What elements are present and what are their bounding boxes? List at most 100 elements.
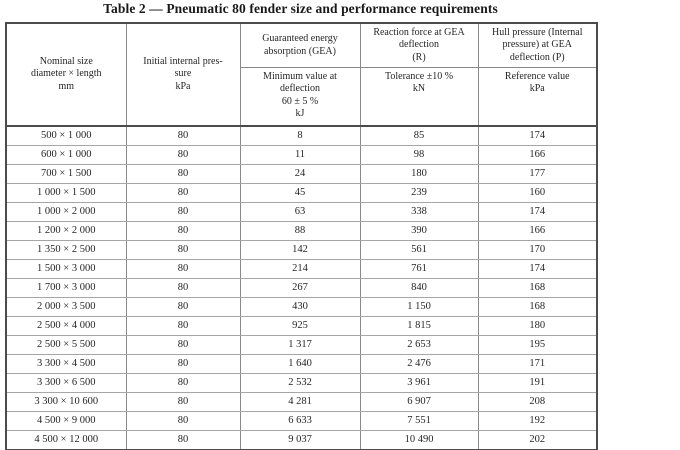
table-cell: 4 500 × 12 000	[5, 430, 127, 450]
table-header: Nominal size diameter × length mm Initia…	[5, 22, 598, 127]
table-cell: 191	[477, 373, 598, 393]
table-cell: 168	[477, 278, 598, 298]
table-body: 500 × 1 000 80 8 85 174 600 × 1 000 80 11 98 166 7…	[5, 125, 598, 450]
table-cell: 80	[125, 164, 241, 184]
table-cell: 3 300 × 10 600	[5, 392, 127, 412]
table-cell: 925	[239, 316, 361, 336]
table-cell: 1 317	[239, 335, 361, 355]
table-cell: 160	[477, 183, 598, 203]
table-row: 2 500 × 4 000 80 925 1 815 180	[5, 316, 598, 336]
table-cell: 338	[359, 202, 479, 222]
table-row: 4 500 × 9 000 80 6 633 7 551 192	[5, 411, 598, 431]
table-row: 1 200 × 2 000 80 88 390 166	[5, 221, 598, 241]
table-cell: 1 000 × 1 500	[5, 183, 127, 203]
table-cell: 561	[359, 240, 479, 260]
header-gea-subheader: Minimum value at deflection 60 ± 5 % kJ	[239, 67, 361, 127]
table-cell: 4 500 × 9 000	[5, 411, 127, 431]
table-cell: 166	[477, 145, 598, 165]
table-cell: 80	[125, 202, 241, 222]
table-cell: 8	[239, 125, 361, 146]
table-cell: 2 500 × 4 000	[5, 316, 127, 336]
table-row: 3 300 × 6 500 80 2 532 3 961 191	[5, 373, 598, 393]
table-cell: 80	[125, 430, 241, 450]
table-cell: 80	[125, 259, 241, 279]
table-cell: 88	[239, 221, 361, 241]
table-cell: 7 551	[359, 411, 479, 431]
table-cell: 214	[239, 259, 361, 279]
table-row: 3 300 × 4 500 80 1 640 2 476 171	[5, 354, 598, 374]
table-cell: 6 633	[239, 411, 361, 431]
table-cell: 174	[477, 259, 598, 279]
table-cell: 3 961	[359, 373, 479, 393]
table-row: 700 × 1 500 80 24 180 177	[5, 164, 598, 184]
table-cell: 1 150	[359, 297, 479, 317]
table-cell: 840	[359, 278, 479, 298]
table-cell: 192	[477, 411, 598, 431]
table-row: 1 350 × 2 500 80 142 561 170	[5, 240, 598, 260]
header-row-groups: Nominal size diameter × length mm Initia…	[5, 22, 598, 127]
table-cell: 2 653	[359, 335, 479, 355]
table-cell: 80	[125, 183, 241, 203]
table-cell: 180	[359, 164, 479, 184]
table-cell: 80	[125, 354, 241, 374]
table-cell: 80	[125, 145, 241, 165]
table-cell: 430	[239, 297, 361, 317]
table-cell: 45	[239, 183, 361, 203]
table-row: 4 500 × 12 000 80 9 037 10 490 202	[5, 430, 598, 450]
table-cell: 202	[477, 430, 598, 450]
table-row: 600 × 1 000 80 11 98 166	[5, 145, 598, 165]
table-cell: 239	[359, 183, 479, 203]
table-cell: 1 815	[359, 316, 479, 336]
table-cell: 4 281	[239, 392, 361, 412]
table-cell: 80	[125, 240, 241, 260]
table-cell: 174	[477, 125, 598, 146]
table-cell: 166	[477, 221, 598, 241]
table-cell: 180	[477, 316, 598, 336]
table-cell: 85	[359, 125, 479, 146]
table-cell: 171	[477, 354, 598, 374]
table-cell: 600 × 1 000	[5, 145, 127, 165]
table-cell: 1 350 × 2 500	[5, 240, 127, 260]
table-cell: 390	[359, 221, 479, 241]
table-cell: 177	[477, 164, 598, 184]
table-cell: 80	[125, 373, 241, 393]
table-cell: 2 000 × 3 500	[5, 297, 127, 317]
table-cell: 174	[477, 202, 598, 222]
table-cell: 80	[125, 392, 241, 412]
table-cell: 500 × 1 000	[5, 125, 127, 146]
table-row: 1 500 × 3 000 80 214 761 174	[5, 259, 598, 279]
table-cell: 170	[477, 240, 598, 260]
table-cell: 1 500 × 3 000	[5, 259, 127, 279]
table-cell: 6 907	[359, 392, 479, 412]
table-row: 1 700 × 3 000 80 267 840 168	[5, 278, 598, 298]
table-cell: 80	[125, 411, 241, 431]
table-cell: 195	[477, 335, 598, 355]
table-cell: 63	[239, 202, 361, 222]
table-cell: 2 532	[239, 373, 361, 393]
table-cell: 1 640	[239, 354, 361, 374]
table-cell: 80	[125, 221, 241, 241]
table-cell: 1 200 × 2 000	[5, 221, 127, 241]
table-cell: 168	[477, 297, 598, 317]
table-cell: 267	[239, 278, 361, 298]
table-cell: 3 300 × 6 500	[5, 373, 127, 393]
header-hull-group: Hull pressure (Internal pressure) at GEA…	[477, 22, 598, 68]
table-cell: 80	[125, 335, 241, 355]
header-reaction-group: Reaction force at GEA deflection (R)	[359, 22, 479, 68]
table-cell: 80	[125, 316, 241, 336]
table-cell: 98	[359, 145, 479, 165]
table-row: 2 000 × 3 500 80 430 1 150 168	[5, 297, 598, 317]
table-cell: 80	[125, 278, 241, 298]
table-cell: 10 490	[359, 430, 479, 450]
header-initial-pressure: Initial internal pres- sure kPa	[125, 22, 241, 127]
table-cell: 1 700 × 3 000	[5, 278, 127, 298]
table-cell: 761	[359, 259, 479, 279]
table-row: 1 000 × 1 500 80 45 239 160	[5, 183, 598, 203]
table-row: 2 500 × 5 500 80 1 317 2 653 195	[5, 335, 598, 355]
table-cell: 24	[239, 164, 361, 184]
table-cell: 9 037	[239, 430, 361, 450]
table-cell: 208	[477, 392, 598, 412]
fender-spec-table: Nominal size diameter × length mm Initia…	[5, 22, 598, 450]
table-row: 500 × 1 000 80 8 85 174	[5, 125, 598, 146]
